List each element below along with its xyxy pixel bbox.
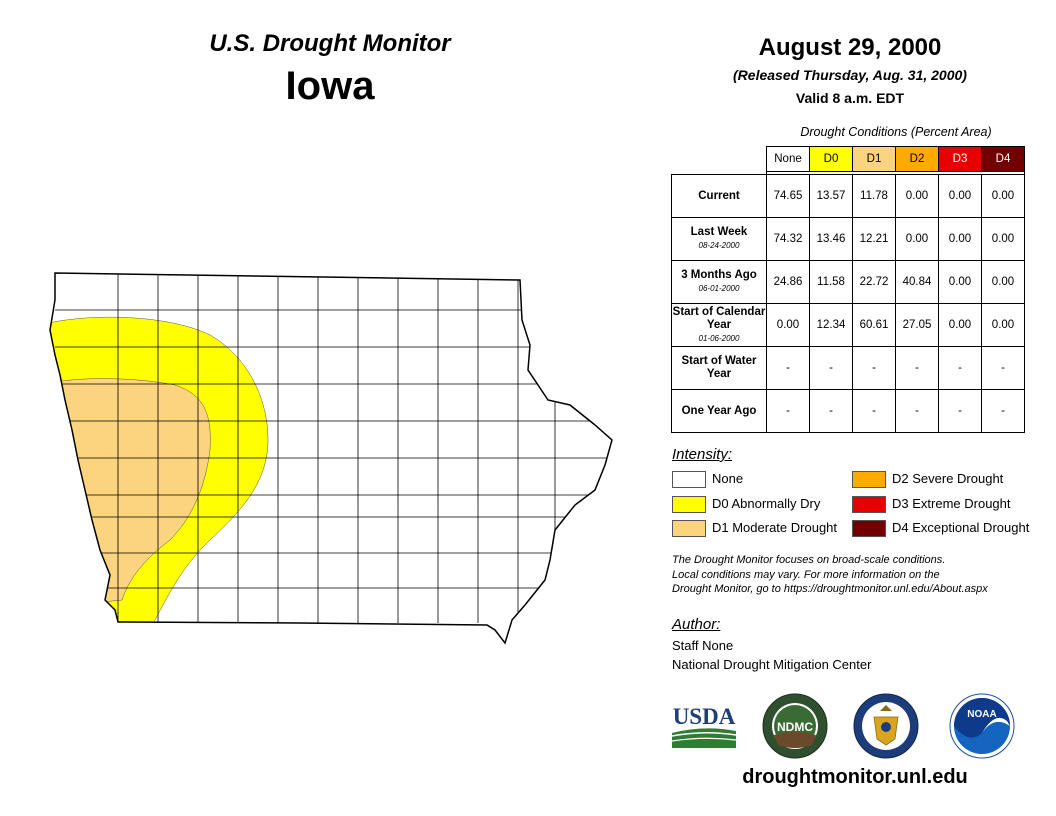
note-line: Local conditions may vary. For more info… xyxy=(672,568,940,581)
table-cell: - xyxy=(895,389,939,433)
row-label: Start of Water Year xyxy=(671,346,767,390)
table-cell: 0.00 xyxy=(981,174,1025,218)
legend-item-d4: D4 Exceptional Drought xyxy=(852,520,1030,538)
col-header-d4: D4 xyxy=(981,146,1025,172)
legend-item-none: None xyxy=(672,471,744,489)
legend-item-d3: D3 Extreme Drought xyxy=(852,496,1011,514)
table-cell: 27.05 xyxy=(895,303,939,347)
col-header-none: None xyxy=(766,146,810,172)
legend-swatch xyxy=(852,496,886,514)
legend-label: D2 Severe Drought xyxy=(892,471,1004,486)
legend-item-d0: D0 Abnormally Dry xyxy=(672,496,821,514)
footer-url[interactable]: droughtmonitor.unl.edu xyxy=(742,766,968,788)
noaa-logo-text: NOAA xyxy=(967,709,996,720)
table-cell: 0.00 xyxy=(981,303,1025,347)
table-cell: 12.21 xyxy=(852,217,896,261)
table-row-start-water-year: Start of Water Year - - - - - - xyxy=(671,346,1025,390)
col-header-d3: D3 xyxy=(938,146,982,172)
table-cell: 0.00 xyxy=(895,217,939,261)
row-label: 3 Months Ago 06-01-2000 xyxy=(671,260,767,304)
table-cell: - xyxy=(938,389,982,433)
ndmc-logo-text: NDMC xyxy=(777,720,813,734)
county-grid xyxy=(55,273,610,623)
map-date: August 29, 2000 xyxy=(758,34,942,61)
table-cell: - xyxy=(766,389,810,433)
ndmc-logo: NDMC xyxy=(762,693,828,759)
table-cell: 11.78 xyxy=(852,174,896,218)
legend-swatch xyxy=(672,471,706,489)
table-row-current: Current 74.65 13.57 11.78 0.00 0.00 0.00 xyxy=(671,174,1025,218)
row-label: Last Week 08-24-2000 xyxy=(671,217,767,261)
iowa-drought-map xyxy=(49,272,613,644)
table-cell: 0.00 xyxy=(766,303,810,347)
table-cell: - xyxy=(852,346,896,390)
release-date: (Released Thursday, Aug. 31, 2000) xyxy=(733,67,967,83)
usda-logo: USDA xyxy=(671,704,737,748)
col-header-d0: D0 xyxy=(809,146,853,172)
table-cell: 74.65 xyxy=(766,174,810,218)
map-subtitle: U.S. Drought Monitor xyxy=(209,30,451,57)
table-cell: 11.58 xyxy=(809,260,853,304)
table-cell: 0.00 xyxy=(981,217,1025,261)
table-header-row: None D0 D1 D2 D3 D4 xyxy=(672,146,1025,172)
table-cell: 13.57 xyxy=(809,174,853,218)
table-cell: 0.00 xyxy=(938,217,982,261)
author-org: National Drought Mitigation Center xyxy=(672,657,872,672)
table-corner xyxy=(672,147,767,172)
table-cell: - xyxy=(981,346,1025,390)
legend-swatch xyxy=(852,471,886,489)
table-cell: 12.34 xyxy=(809,303,853,347)
table-cell: 40.84 xyxy=(895,260,939,304)
table-row-one-year-ago: One Year Ago - - - - - - xyxy=(671,389,1025,433)
legend-label: None xyxy=(712,471,744,486)
valid-time: Valid 8 a.m. EDT xyxy=(795,90,905,106)
legend-label: D4 Exceptional Drought xyxy=(892,520,1030,535)
row-label: Current xyxy=(671,174,767,218)
legend-swatch xyxy=(852,520,886,538)
row-label: One Year Ago xyxy=(671,389,767,433)
commerce-seal-logo xyxy=(853,693,919,759)
table-cell: 0.00 xyxy=(938,260,982,304)
table-cell: - xyxy=(895,346,939,390)
note-line: The Drought Monitor focuses on broad-sca… xyxy=(672,554,946,566)
legend-item-d1: D1 Moderate Drought xyxy=(672,520,838,538)
note-link-line[interactable]: Drought Monitor, go to https://droughtmo… xyxy=(672,583,988,595)
table-cell: 0.00 xyxy=(895,174,939,218)
usda-logo-text: USDA xyxy=(673,704,736,729)
legend-swatch xyxy=(672,496,706,514)
table-cell: - xyxy=(766,346,810,390)
table-cell: 13.46 xyxy=(809,217,853,261)
table-cell: 60.61 xyxy=(852,303,896,347)
table-cell: 0.00 xyxy=(938,174,982,218)
table-cell: 0.00 xyxy=(938,303,982,347)
legend-title: Intensity: xyxy=(672,446,733,463)
info-note: The Drought Monitor focuses on broad-sca… xyxy=(672,553,1042,597)
table-cell: 22.72 xyxy=(852,260,896,304)
table-row-last-week: Last Week 08-24-2000 74.32 13.46 12.21 0.… xyxy=(671,217,1025,261)
table-cell: 24.86 xyxy=(766,260,810,304)
table-cell: 0.00 xyxy=(981,260,1025,304)
table-row-3-months-ago: 3 Months Ago 06-01-2000 24.86 11.58 22.72… xyxy=(671,260,1025,304)
col-header-d2: D2 xyxy=(895,146,939,172)
col-header-d1: D1 xyxy=(852,146,896,172)
table-caption: Drought Conditions (Percent Area) xyxy=(800,125,992,139)
table-cell: - xyxy=(981,389,1025,433)
table-row-start-calendar-year: Start of Calendar Year 01-06-2000 0.00 12… xyxy=(671,303,1025,347)
drought-conditions-table: None D0 D1 D2 D3 D4 Current 74.65 13.57 … xyxy=(671,146,1025,433)
legend-item-d2: D2 Severe Drought xyxy=(852,471,1004,489)
legend-label: D0 Abnormally Dry xyxy=(712,496,821,511)
row-label: Start of Calendar Year 01-06-2000 xyxy=(671,303,767,347)
noaa-logo: NOAA xyxy=(949,693,1015,759)
table-cell: - xyxy=(809,389,853,433)
legend-label: D1 Moderate Drought xyxy=(712,520,838,535)
table-cell: - xyxy=(809,346,853,390)
table-cell: - xyxy=(938,346,982,390)
author-title: Author: xyxy=(672,616,721,633)
legend-swatch xyxy=(672,520,706,538)
table-cell: - xyxy=(852,389,896,433)
table-cell: 74.32 xyxy=(766,217,810,261)
legend-label: D3 Extreme Drought xyxy=(892,496,1011,511)
author-name: Staff None xyxy=(672,638,734,653)
state-title: Iowa xyxy=(285,64,375,108)
